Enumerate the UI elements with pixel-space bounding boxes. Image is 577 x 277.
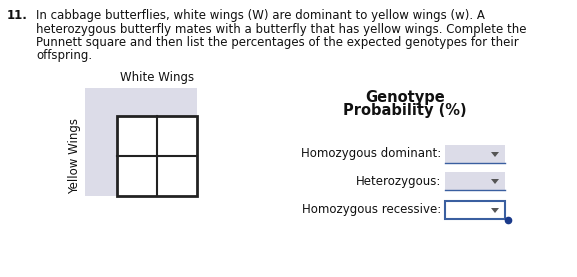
Text: Homozygous dominant:: Homozygous dominant:: [301, 147, 441, 160]
Text: heterozygous butterfly mates with a butterfly that has yellow wings. Complete th: heterozygous butterfly mates with a butt…: [36, 22, 526, 35]
Polygon shape: [491, 179, 499, 184]
Text: White Wings: White Wings: [120, 71, 194, 84]
Text: Yellow Wings: Yellow Wings: [69, 118, 81, 194]
Text: offspring.: offspring.: [36, 50, 92, 63]
Bar: [445, 172, 505, 190]
Bar: [445, 145, 505, 163]
Polygon shape: [491, 152, 499, 157]
Text: In cabbage butterflies, white wings (W) are dominant to yellow wings (w). A: In cabbage butterflies, white wings (W) …: [36, 9, 485, 22]
Text: Homozygous recessive:: Homozygous recessive:: [302, 204, 441, 217]
Bar: [445, 201, 505, 219]
Bar: [117, 116, 197, 196]
Bar: [85, 88, 197, 196]
Text: 11.: 11.: [7, 9, 28, 22]
Text: Heterozygous:: Heterozygous:: [355, 175, 441, 188]
Bar: [117, 116, 197, 196]
Text: Probability (%): Probability (%): [343, 104, 467, 119]
Text: Punnett square and then list the percentages of the expected genotypes for their: Punnett square and then list the percent…: [36, 36, 519, 49]
Polygon shape: [491, 208, 499, 213]
Text: Genotype: Genotype: [365, 90, 445, 105]
